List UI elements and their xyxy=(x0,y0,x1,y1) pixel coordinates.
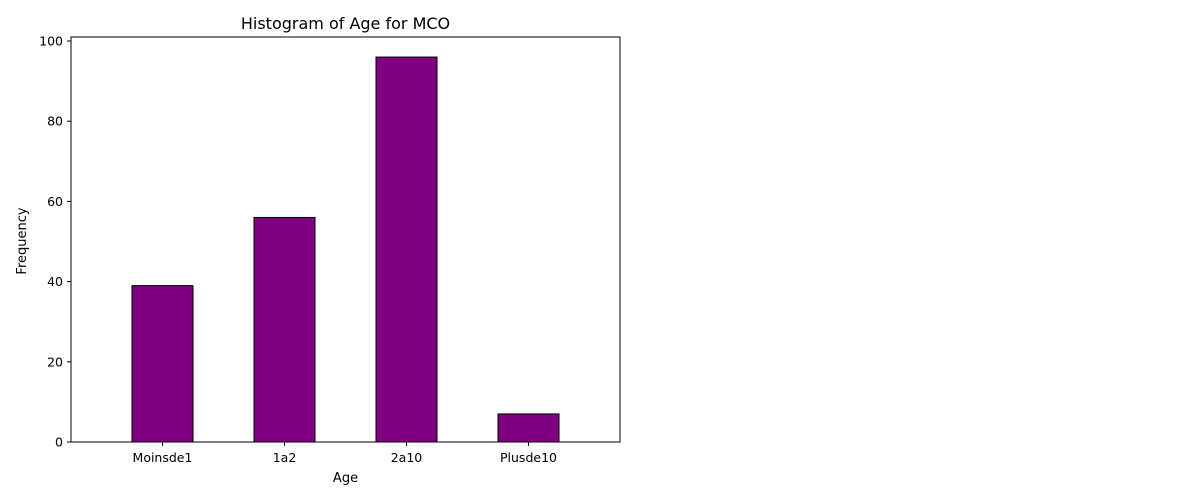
bar-2a10 xyxy=(375,56,438,443)
x-tick-label: 1a2 xyxy=(273,450,297,465)
x-axis-label: Age xyxy=(333,471,358,486)
y-axis-label: Frequency xyxy=(15,207,30,274)
bar-1a2 xyxy=(253,216,316,443)
y-tick-label: 100 xyxy=(39,34,63,49)
x-tick-label: 2a10 xyxy=(391,450,423,465)
y-tick-label: 60 xyxy=(47,194,63,209)
plot-frame xyxy=(70,36,621,443)
bar-Moinsde1 xyxy=(131,285,194,443)
x-tick-label: Plusde10 xyxy=(500,450,557,465)
y-tick-label: 0 xyxy=(55,435,63,450)
chart-title: Histogram of Age for MCO xyxy=(241,14,450,33)
y-tick-label: 80 xyxy=(47,114,63,129)
y-tick-label: 40 xyxy=(47,274,63,289)
x-tick-label: Moinsde1 xyxy=(133,450,193,465)
bar-Plusde10 xyxy=(497,413,560,443)
y-tick-label: 20 xyxy=(47,354,63,369)
plot-area: Moinsde1 1a2 2a10 Plusde10 0 20 40 60 80 100 xyxy=(39,34,621,465)
